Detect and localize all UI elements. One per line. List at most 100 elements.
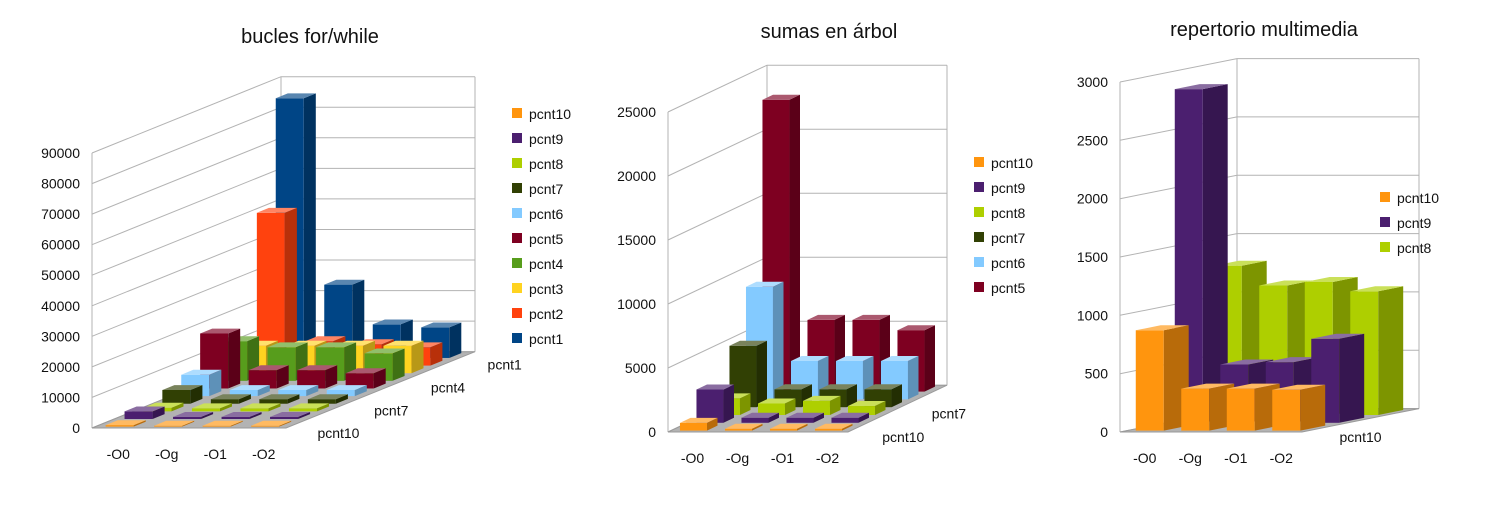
bar-top [345,368,386,374]
bar-pcnt9--O1 [221,412,262,419]
legend-swatch [512,333,522,343]
bar-front [256,212,285,366]
bar-top [791,356,829,361]
bar-pcnt10--O1 [769,423,808,431]
bar-top [1350,286,1404,292]
bar-top [124,406,165,412]
x-tick-label: -O1 [204,446,228,462]
bar-top [786,412,824,418]
bar-side [430,342,443,366]
bar-top [256,207,297,213]
bar-side [707,417,718,431]
bar-pcnt8--O1 [240,403,281,412]
bar-front [724,428,752,431]
bar-side [287,394,300,404]
bar-pcnt10--O2 [1272,384,1326,431]
bar-front [278,389,307,397]
bar-side [1202,84,1228,423]
bar-pcnt7--O2 [307,394,348,404]
bar-top [725,423,763,429]
legend-swatch [512,183,522,193]
bar-top [1265,357,1319,363]
bar-pcnt9--Og [741,412,779,423]
bar-front [307,399,336,404]
chart-3: repertorio multimedia 0 500 1000 1500 2000 250… [1077,19,1439,466]
depth-tick-label: pcnt4 [431,379,465,395]
bar-front [270,416,299,419]
y-tick-label: 0 [72,420,80,436]
legend-label: pcnt2 [529,306,563,322]
legend-swatch [512,308,522,318]
bar-pcnt9--O0 [124,406,165,419]
bar-top [297,365,338,371]
bar-top [364,348,405,354]
bar-top [803,395,841,401]
bar-pcnt5--Og [248,365,289,389]
bar-front [210,399,239,404]
legend-swatch [974,182,984,192]
bar-top [897,325,935,331]
bar-side [279,420,292,427]
bar-top [1304,277,1358,282]
x-tick-label: -Og [1179,450,1202,466]
bar-top [259,394,300,400]
bar-top [316,342,357,348]
bar-front [288,408,317,412]
legend-swatch [512,108,522,118]
legend-swatch [974,232,984,242]
x-tick-label: -O2 [252,446,276,462]
chart-title: repertorio multimedia [1170,19,1359,41]
gridline [1119,174,1419,200]
bar-side [908,356,919,400]
legend-label: pcnt3 [529,281,563,297]
bar-front [297,370,326,389]
bar-side [209,369,222,397]
y-tick-label: 30000 [41,328,80,344]
bar-front [221,416,250,419]
bar-pcnt8--O1 [802,395,841,415]
bar-pcnt5--O1 [297,365,338,389]
bar-side [230,420,243,427]
bar-pcnt10--O2 [814,423,853,431]
y-tick-label: 15000 [617,232,656,248]
bar-side [257,385,270,397]
bar-side [298,412,311,419]
bar-pcnt10--O0 [105,420,146,427]
bar-side [797,423,808,431]
bar-pcnt10--O0 [679,417,718,431]
gridline [667,128,947,177]
bar-front [124,411,153,419]
bar-front [786,417,814,423]
bar-side [190,385,203,404]
depth-tick-label: pcnt7 [374,402,408,418]
bar-top [762,94,800,100]
bar-top [881,356,919,361]
bar-top [192,403,232,409]
bar-top [248,365,289,371]
legend: pcnt10 pcnt9 pcnt8 pcnt7 pcnt6 pcnt5 [974,155,1033,296]
legend-swatch [512,283,522,293]
bar-side [752,423,763,431]
y-tick-label: 3000 [1077,74,1108,90]
bar-side [171,402,184,412]
y-tick-label: 80000 [41,176,80,192]
legend-swatch [974,207,984,217]
y-tick-label: 10000 [617,296,656,312]
bar-side [1378,286,1404,415]
x-tick-label: -O0 [1133,450,1157,466]
bar-side [785,398,796,415]
legend-swatch [1380,192,1390,202]
bar-top [162,385,203,390]
bar-top [307,394,348,400]
x-tick-label: -O2 [1270,450,1294,466]
bar-side [846,384,857,408]
bar-front [326,389,355,397]
legend-swatch [512,233,522,243]
y-tick-label: 90000 [41,145,80,161]
bar-side [249,412,262,419]
legend-label: pcnt6 [991,255,1025,271]
bar-top [143,402,184,408]
bar-top [221,412,262,417]
y-tick-label: 20000 [617,168,656,184]
bar-side [789,94,800,392]
